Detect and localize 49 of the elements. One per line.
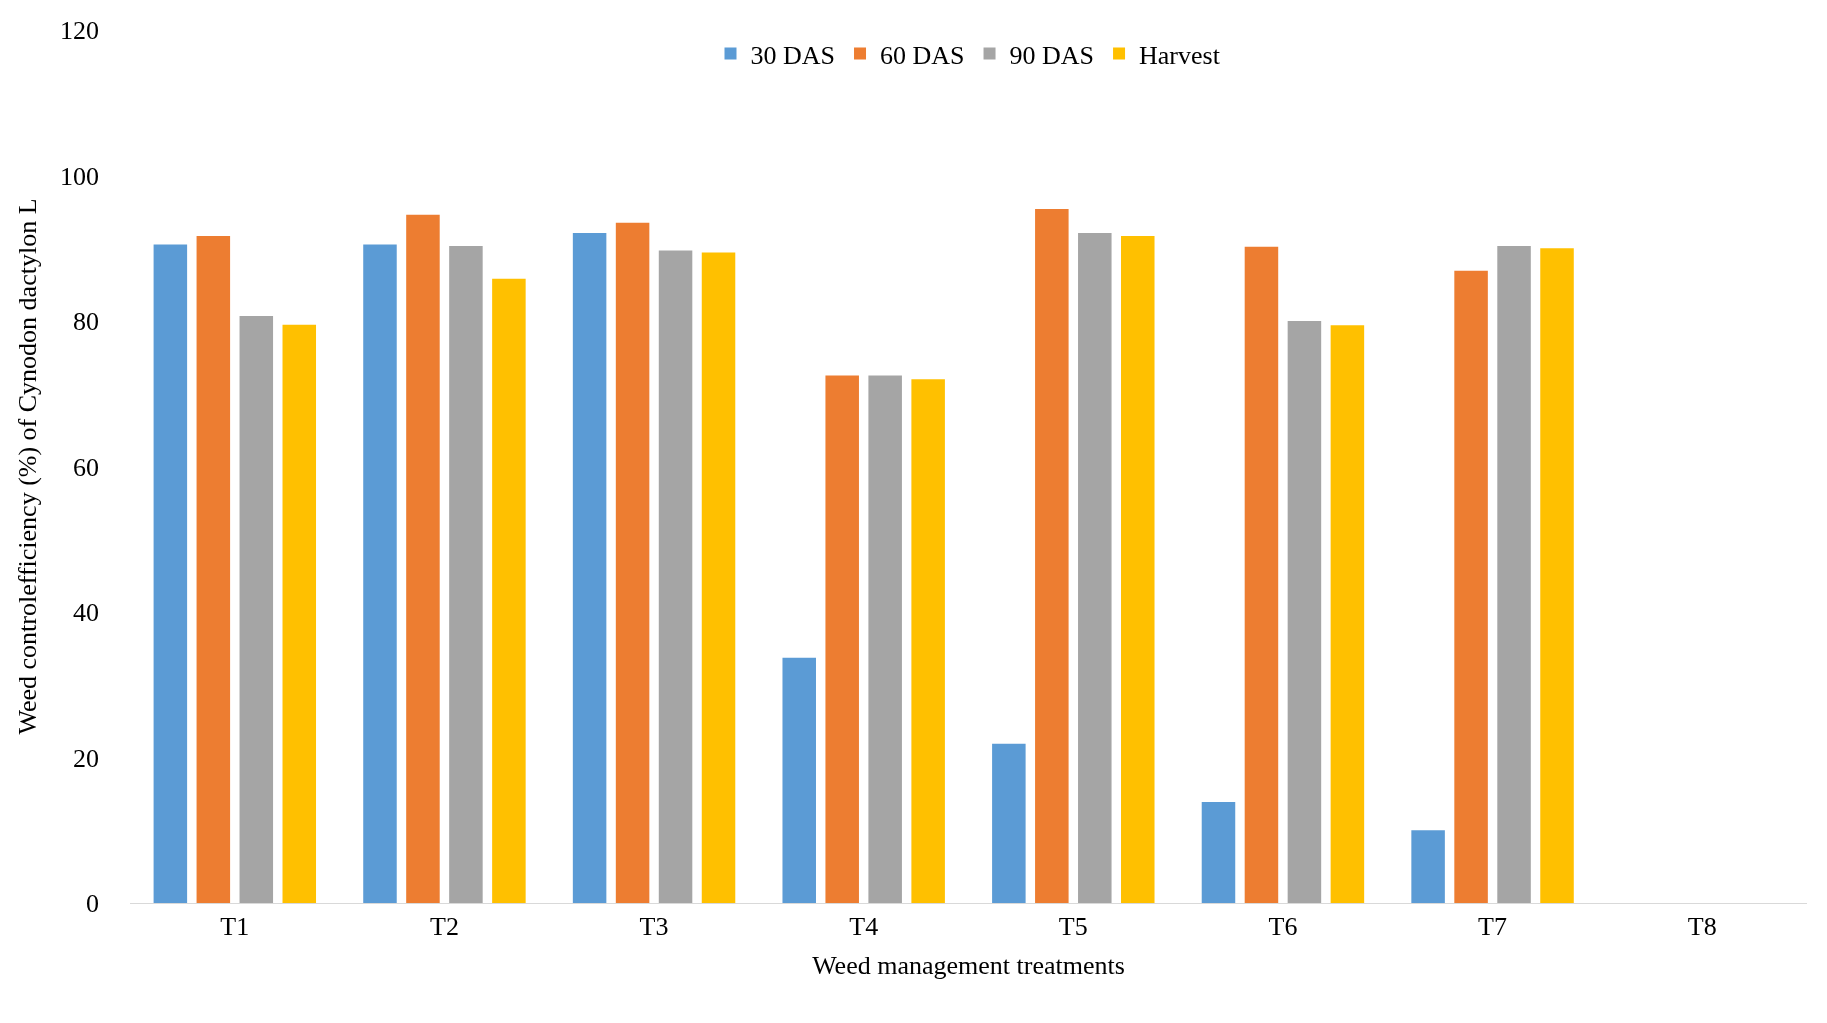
bar	[868, 375, 902, 903]
legend-label: 30 DAS	[750, 40, 836, 70]
x-axis-title: Weed management treatments	[812, 950, 1125, 980]
bar	[153, 244, 188, 903]
x-tick-label: T5	[1058, 912, 1088, 942]
x-tick-label: T3	[639, 912, 669, 942]
legend-label: Harvest	[1139, 40, 1221, 70]
bar	[572, 232, 607, 903]
bar	[825, 375, 859, 903]
x-tick-label: T2	[429, 912, 459, 942]
bar	[911, 379, 945, 903]
bar	[196, 235, 231, 903]
bar	[1121, 235, 1155, 903]
legend-label: 90 DAS	[1009, 40, 1095, 70]
bar	[1035, 208, 1069, 903]
bar	[239, 315, 274, 903]
bar	[1287, 321, 1322, 903]
bar	[406, 214, 440, 903]
bar	[449, 246, 483, 903]
y-tick-label: 0	[86, 889, 99, 919]
bar	[1497, 246, 1531, 903]
x-tick-label: T7	[1478, 912, 1508, 942]
x-tick-label: T6	[1268, 912, 1298, 942]
x-tick-label: T8	[1687, 912, 1717, 942]
y-tick-label: 120	[60, 16, 99, 46]
bar	[658, 250, 693, 903]
bar	[282, 324, 317, 903]
bar	[363, 244, 397, 903]
bar	[1411, 830, 1445, 903]
bar	[782, 657, 816, 903]
y-tick-label: 80	[73, 307, 99, 337]
bar	[992, 743, 1026, 903]
bar	[492, 278, 526, 903]
bar	[1201, 801, 1236, 903]
bar	[1454, 270, 1488, 903]
bar	[1330, 325, 1365, 903]
x-tick-label: T4	[849, 912, 879, 942]
bar	[1540, 248, 1574, 903]
bar	[615, 222, 650, 903]
bar	[701, 252, 736, 903]
y-axis-title: Weed controlefficiency (%) of Cynodon dactylon L	[13, 198, 43, 735]
bar	[1078, 232, 1112, 903]
y-tick-label: 20	[73, 743, 99, 773]
legend-label: 60 DAS	[880, 40, 965, 70]
y-tick-label: 60	[73, 452, 99, 482]
bar	[1244, 246, 1279, 903]
y-tick-label: 100	[60, 161, 99, 191]
x-tick-label: T1	[220, 912, 250, 942]
y-tick-label: 40	[73, 598, 99, 628]
